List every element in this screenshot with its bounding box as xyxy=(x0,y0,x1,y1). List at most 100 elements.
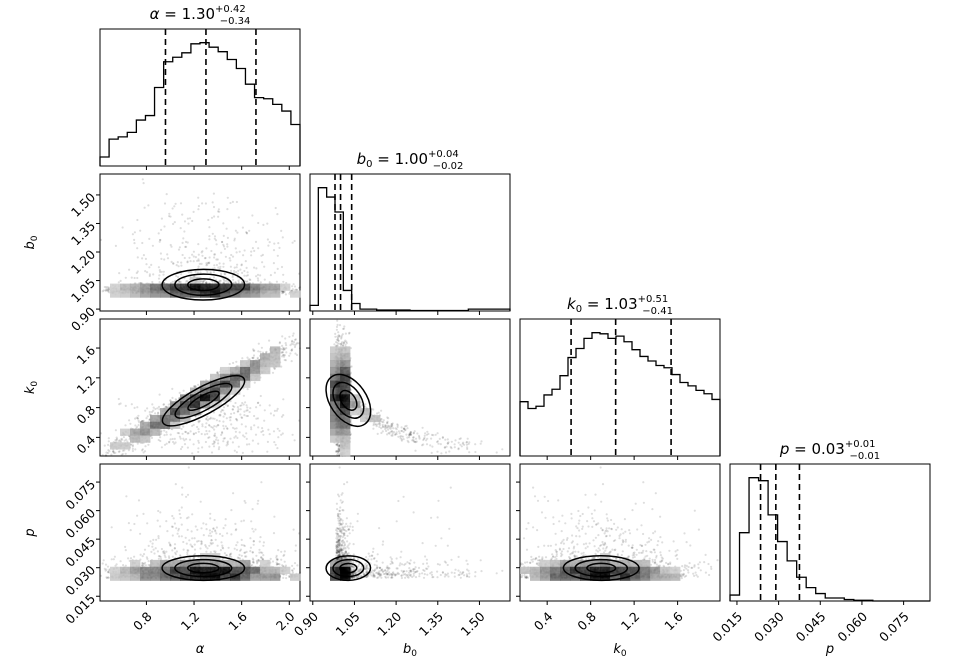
sample-point xyxy=(133,242,136,245)
sample-point xyxy=(163,429,166,432)
sample-point xyxy=(263,278,266,281)
sample-point xyxy=(172,262,175,265)
sample-point xyxy=(180,273,183,276)
sample-point xyxy=(208,256,211,259)
sample-point xyxy=(293,285,297,288)
sample-point xyxy=(257,221,260,225)
sample-point xyxy=(209,271,212,274)
sample-point xyxy=(291,334,294,337)
sample-point xyxy=(189,260,192,263)
sample-point xyxy=(112,450,115,453)
sample-point xyxy=(205,262,208,265)
sample-point xyxy=(245,404,248,407)
sample-point xyxy=(269,412,272,415)
sample-point xyxy=(174,398,177,401)
sample-point xyxy=(184,240,188,243)
sample-point xyxy=(159,238,162,242)
sample-point xyxy=(266,440,269,443)
sample-point xyxy=(210,249,213,253)
sample-point xyxy=(281,236,284,239)
sample-point xyxy=(235,360,238,363)
sample-point xyxy=(276,447,279,450)
sample-point xyxy=(254,240,258,243)
sample-point xyxy=(157,277,161,280)
sample-point xyxy=(103,285,106,289)
sample-point xyxy=(215,258,218,261)
sample-point xyxy=(177,248,181,251)
sample-point xyxy=(221,240,224,244)
sample-point xyxy=(213,428,216,431)
sample-point xyxy=(142,254,145,257)
sample-point xyxy=(197,441,200,444)
sample-point xyxy=(180,261,183,264)
sample-point xyxy=(151,280,154,284)
density-cell xyxy=(150,283,161,291)
sample-point xyxy=(220,251,223,254)
sample-point xyxy=(179,447,183,451)
sample-point xyxy=(172,222,175,226)
sample-point xyxy=(196,259,199,262)
sample-point xyxy=(239,408,242,411)
sample-point xyxy=(204,256,207,260)
sample-point xyxy=(231,255,235,258)
sample-point xyxy=(197,450,200,454)
sample-point xyxy=(237,269,240,272)
sample-point xyxy=(274,206,277,210)
sample-point xyxy=(163,225,166,228)
sample-point xyxy=(142,182,145,185)
sample-point xyxy=(250,426,253,429)
sample-point xyxy=(136,256,139,259)
sample-point xyxy=(204,440,207,444)
sample-point xyxy=(272,249,276,252)
sample-point xyxy=(246,406,249,409)
sample-point xyxy=(188,217,192,220)
sample-point xyxy=(146,407,149,410)
sample-point xyxy=(284,342,287,345)
sample-point xyxy=(231,441,234,444)
sample-point xyxy=(235,417,238,421)
sample-point xyxy=(226,243,229,246)
panel-frame-alpha xyxy=(99,28,301,167)
sample-point xyxy=(197,439,200,442)
density-cell xyxy=(280,283,291,291)
sample-point xyxy=(285,351,288,354)
sample-point xyxy=(261,427,264,430)
sample-point xyxy=(253,266,256,269)
sample-point xyxy=(222,415,225,418)
sample-point xyxy=(281,344,284,347)
sample-point xyxy=(234,401,237,405)
sample-point xyxy=(233,449,236,452)
sample-point xyxy=(251,247,254,250)
sample-point xyxy=(131,233,134,236)
sample-point xyxy=(169,438,172,441)
sample-point xyxy=(214,438,218,441)
sample-point xyxy=(250,250,253,253)
sample-point xyxy=(240,416,243,419)
density-cell xyxy=(140,283,151,291)
sample-point xyxy=(245,432,248,435)
sample-point xyxy=(248,410,251,414)
sample-point xyxy=(230,412,233,415)
sample-point xyxy=(133,406,136,409)
sample-point xyxy=(276,427,279,430)
sample-point xyxy=(280,229,283,232)
density-cell xyxy=(260,290,271,298)
sample-point xyxy=(219,265,222,268)
sample-point xyxy=(136,270,139,273)
sample-point xyxy=(251,214,254,217)
density-cell xyxy=(290,290,301,298)
sample-point xyxy=(276,254,279,257)
sample-point xyxy=(124,424,127,427)
sample-point xyxy=(173,205,176,208)
sample-point xyxy=(280,365,283,368)
sample-point xyxy=(187,271,190,274)
sample-point xyxy=(200,262,203,265)
sample-point xyxy=(142,451,145,454)
sample-point xyxy=(212,192,215,195)
sample-point xyxy=(229,437,232,440)
sample-point xyxy=(230,253,233,257)
sample-point xyxy=(278,246,281,249)
sample-point xyxy=(201,423,204,426)
sample-point xyxy=(136,425,139,428)
sample-point xyxy=(263,419,266,422)
